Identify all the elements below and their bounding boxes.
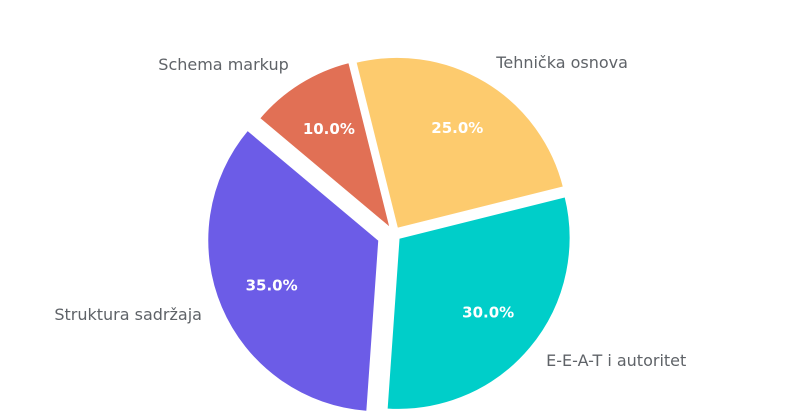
pie-slice <box>354 55 566 231</box>
pie-slice <box>206 128 381 413</box>
category-label: Schema markup <box>158 55 288 74</box>
value-label: 25.0% <box>431 119 483 137</box>
value-label: 10.0% <box>303 120 355 138</box>
pie-slice <box>257 60 393 232</box>
category-label: Struktura sadržaja <box>54 305 202 324</box>
value-label: 30.0% <box>462 304 514 322</box>
category-label: Tehnička osnova <box>495 53 628 72</box>
value-label: 35.0% <box>246 276 298 294</box>
pie-slice <box>385 195 572 411</box>
category-label: E-E-A-T i autoritet <box>546 351 686 370</box>
